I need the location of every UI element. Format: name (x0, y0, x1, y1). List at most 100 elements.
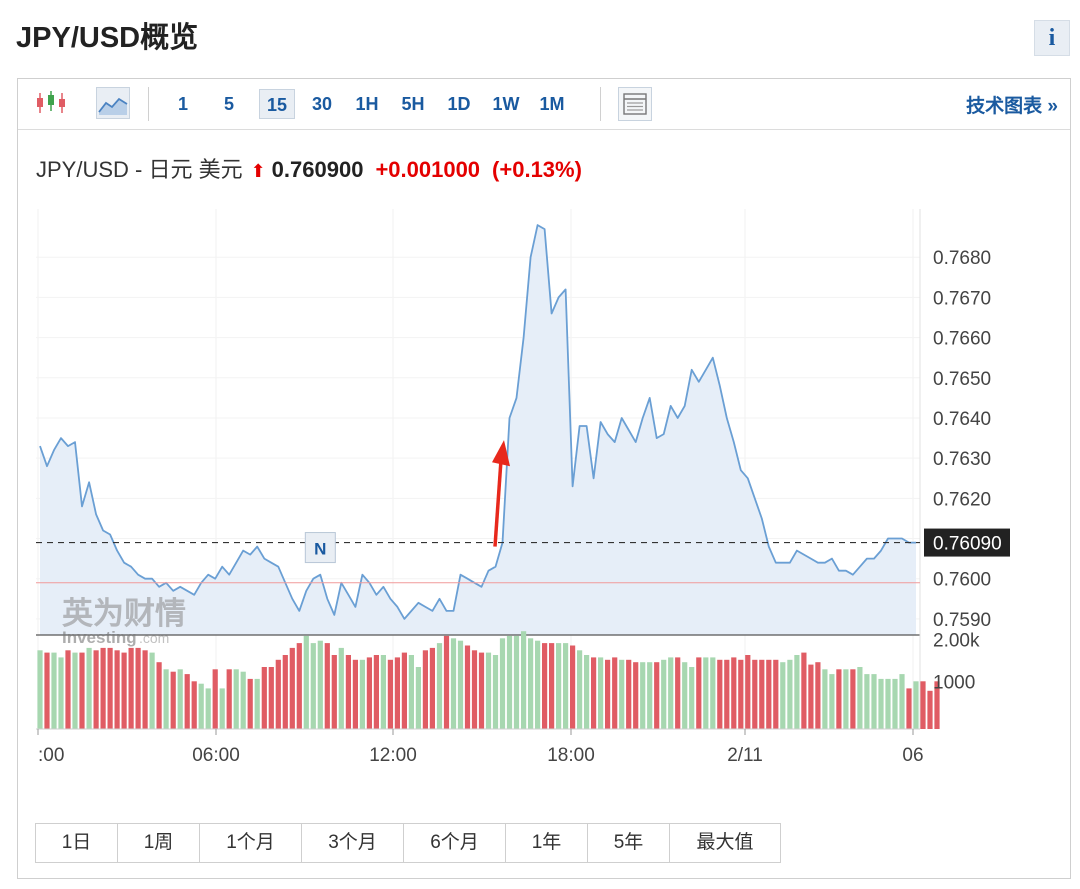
volume-bar (65, 650, 71, 730)
volume-bar (142, 650, 148, 730)
volume-bar (584, 655, 590, 729)
volume-bar (107, 647, 113, 729)
volume-bar (513, 635, 520, 729)
volume-bar (261, 667, 267, 729)
price-tick-label: 0.7630 (933, 449, 991, 470)
volume-bar (843, 669, 849, 729)
volume-bar (212, 669, 218, 729)
volume-bar (577, 650, 583, 730)
volume-bar (850, 669, 856, 729)
volume-bar (661, 659, 667, 729)
volume-bar (591, 657, 597, 729)
price-area (40, 225, 916, 635)
volume-bar (275, 659, 281, 729)
volume-bar (184, 674, 190, 729)
volume-bar (429, 647, 435, 729)
timeframe-1d[interactable]: 1D (447, 94, 471, 114)
volume-bar (450, 638, 457, 729)
range-button[interactable]: 3个月 (302, 824, 404, 862)
volume-bar (745, 655, 751, 729)
volume-bar (612, 657, 618, 729)
price-tick-label: 0.7600 (933, 570, 991, 591)
price-chart[interactable]: 0.75900.76000.76100.76200.76300.76400.76… (18, 79, 1070, 769)
volume-bar (317, 640, 323, 729)
current-price-label: 0.76090 (933, 534, 1002, 555)
chart-toolbar: 1 5 15 30 1H 5H 1D 1W 1M 技术图表 » (18, 79, 1070, 130)
volume-bar (457, 640, 464, 729)
volume-bar (485, 652, 492, 729)
volume-bar (156, 662, 162, 729)
timeframe-5[interactable]: 5 (223, 94, 234, 114)
volume-bar (766, 659, 772, 729)
area-chart-icon[interactable] (96, 87, 130, 119)
volume-bar (808, 664, 814, 729)
info-button[interactable]: i (1034, 20, 1070, 56)
timeframe-15[interactable]: 15 (259, 89, 295, 119)
volume-bar (324, 643, 330, 729)
volume-bar (836, 669, 842, 729)
volume-bar (492, 655, 499, 729)
timeframe-5h[interactable]: 5H (401, 94, 425, 114)
volume-bar (170, 671, 176, 729)
volume-bar (135, 647, 141, 729)
volume-bar (626, 659, 632, 729)
volume-bar (205, 688, 211, 729)
timeframe-1m[interactable]: 1M (539, 94, 565, 114)
volume-bar (282, 655, 288, 729)
volume-bar (598, 657, 604, 729)
volume-bar (752, 659, 758, 729)
volume-bar (689, 667, 695, 729)
timeframe-1h[interactable]: 1H (355, 94, 379, 114)
range-button[interactable]: 最大值 (670, 824, 780, 862)
volume-bar (927, 690, 933, 729)
volume-bar (605, 659, 611, 729)
timeframe-1w[interactable]: 1W (492, 94, 520, 114)
toolbar-divider (148, 87, 149, 121)
x-tick-label: :00 (38, 745, 64, 766)
range-button[interactable]: 1个月 (200, 824, 302, 862)
volume-bar (717, 659, 723, 729)
volume-bar (934, 681, 940, 729)
volume-bar (289, 647, 295, 729)
volume-bar (331, 655, 337, 729)
range-button[interactable]: 1年 (506, 824, 588, 862)
news-marker-label[interactable]: N (314, 540, 326, 559)
volume-bar (177, 669, 183, 729)
volume-bar (668, 657, 674, 729)
news-marker[interactable] (304, 532, 336, 564)
range-button[interactable]: 5年 (588, 824, 670, 862)
timeframe-30[interactable]: 30 (311, 94, 333, 114)
volume-bar (51, 652, 57, 729)
watermark-logo: 英为财情 (62, 596, 186, 632)
annotation-arrow-head (492, 440, 510, 467)
volume-bar (387, 659, 393, 729)
volume-bar (675, 657, 681, 729)
price-tick-label: 0.7640 (933, 409, 991, 430)
volume-bar (415, 667, 421, 729)
volume-bar (871, 674, 877, 729)
technical-chart-link[interactable]: 技术图表 » (966, 96, 1058, 117)
volume-bar (885, 678, 891, 729)
candlestick-icon[interactable] (34, 87, 68, 119)
volume-bar (380, 655, 386, 729)
timeframe-1[interactable]: 1 (177, 94, 188, 114)
price-tick-label: 0.7650 (933, 369, 991, 390)
range-button[interactable]: 1周 (118, 824, 200, 862)
x-tick-label: 2/11 (727, 745, 763, 766)
range-button[interactable]: 1日 (36, 824, 118, 862)
price-line[interactable] (39, 224, 916, 620)
range-button[interactable]: 6个月 (404, 824, 506, 862)
volume-bar (864, 674, 870, 729)
volume-bar (268, 667, 274, 729)
volume-bar (521, 631, 527, 729)
volume-bar (408, 655, 414, 729)
volume-bar (352, 659, 358, 729)
price-tick-label: 0.7590 (933, 610, 991, 631)
volume-bar (920, 681, 926, 729)
price-change: +0.001000 (375, 157, 481, 182)
table-view-icon[interactable] (618, 87, 652, 121)
volume-bar (338, 647, 344, 729)
annotation-arrow (493, 460, 503, 547)
volume-bar (506, 635, 513, 729)
price-change-percent: (+0.13%) (492, 157, 582, 182)
